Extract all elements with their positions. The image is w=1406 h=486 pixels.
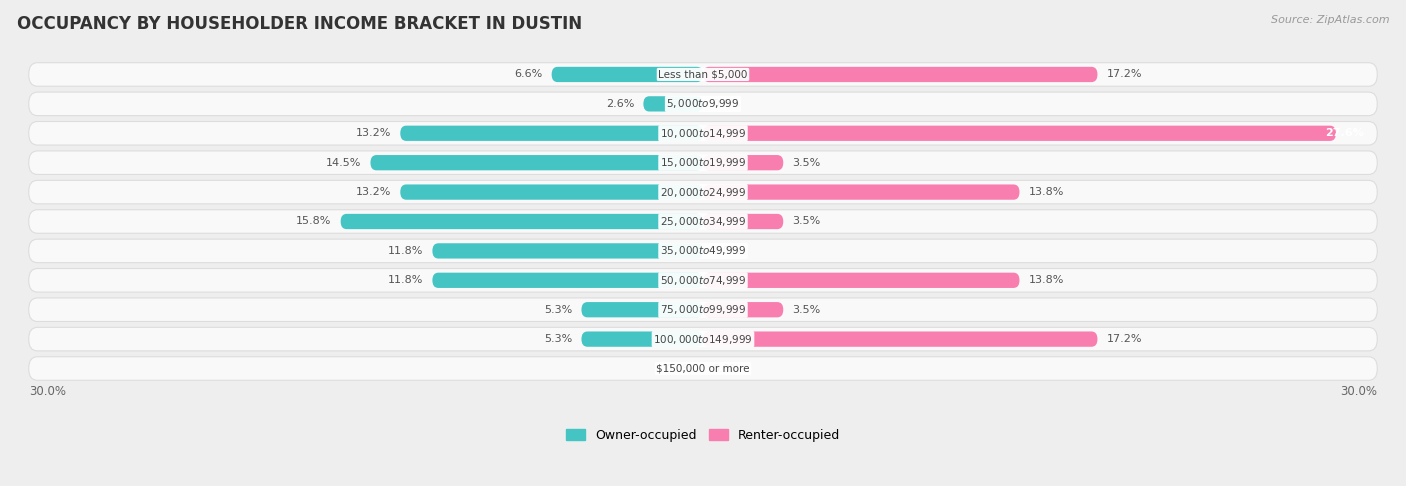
FancyBboxPatch shape [401,126,703,141]
Text: 27.6%: 27.6% [1324,128,1364,139]
FancyBboxPatch shape [28,180,1378,204]
Legend: Owner-occupied, Renter-occupied: Owner-occupied, Renter-occupied [561,424,845,447]
FancyBboxPatch shape [28,92,1378,116]
FancyBboxPatch shape [582,331,703,347]
Text: $35,000 to $49,999: $35,000 to $49,999 [659,244,747,258]
Text: 3.5%: 3.5% [793,216,821,226]
Text: $100,000 to $149,999: $100,000 to $149,999 [654,332,752,346]
Text: 3.5%: 3.5% [793,305,821,315]
Text: 15.8%: 15.8% [297,216,332,226]
Text: $25,000 to $34,999: $25,000 to $34,999 [659,215,747,228]
Text: 0.0%: 0.0% [713,246,741,256]
Text: 6.6%: 6.6% [515,69,543,80]
Text: OCCUPANCY BY HOUSEHOLDER INCOME BRACKET IN DUSTIN: OCCUPANCY BY HOUSEHOLDER INCOME BRACKET … [17,15,582,33]
FancyBboxPatch shape [703,67,1098,82]
Text: 11.8%: 11.8% [388,246,423,256]
Text: 3.5%: 3.5% [793,157,821,168]
Text: 30.0%: 30.0% [28,385,66,398]
Text: 11.8%: 11.8% [388,275,423,285]
FancyBboxPatch shape [28,210,1378,233]
Text: $10,000 to $14,999: $10,000 to $14,999 [659,127,747,140]
FancyBboxPatch shape [433,243,703,259]
Text: Source: ZipAtlas.com: Source: ZipAtlas.com [1271,15,1389,25]
FancyBboxPatch shape [28,328,1378,351]
FancyBboxPatch shape [703,214,783,229]
Text: 0.0%: 0.0% [713,99,741,109]
FancyBboxPatch shape [703,302,783,317]
Text: 2.6%: 2.6% [606,99,634,109]
Text: 17.2%: 17.2% [1107,334,1142,344]
Text: $50,000 to $74,999: $50,000 to $74,999 [659,274,747,287]
Text: Less than $5,000: Less than $5,000 [658,69,748,80]
Text: 13.8%: 13.8% [1029,187,1064,197]
FancyBboxPatch shape [644,96,703,111]
FancyBboxPatch shape [28,63,1378,86]
FancyBboxPatch shape [370,155,703,170]
FancyBboxPatch shape [703,155,783,170]
Text: 13.8%: 13.8% [1029,275,1064,285]
Text: $20,000 to $24,999: $20,000 to $24,999 [659,186,747,199]
Text: $150,000 or more: $150,000 or more [657,364,749,374]
Text: 5.3%: 5.3% [544,334,572,344]
FancyBboxPatch shape [703,185,1019,200]
FancyBboxPatch shape [582,302,703,317]
FancyBboxPatch shape [703,331,1098,347]
Text: $15,000 to $19,999: $15,000 to $19,999 [659,156,747,169]
Text: 5.3%: 5.3% [544,305,572,315]
FancyBboxPatch shape [703,126,1336,141]
Text: $5,000 to $9,999: $5,000 to $9,999 [666,97,740,110]
FancyBboxPatch shape [433,273,703,288]
Text: $75,000 to $99,999: $75,000 to $99,999 [659,303,747,316]
Text: 0.0%: 0.0% [713,364,741,374]
Text: 13.2%: 13.2% [356,187,391,197]
FancyBboxPatch shape [28,357,1378,380]
Text: 17.2%: 17.2% [1107,69,1142,80]
FancyBboxPatch shape [551,67,703,82]
Text: 14.5%: 14.5% [326,157,361,168]
FancyBboxPatch shape [28,269,1378,292]
FancyBboxPatch shape [28,151,1378,174]
Text: 0.0%: 0.0% [665,364,693,374]
Text: 30.0%: 30.0% [1340,385,1378,398]
Text: 13.2%: 13.2% [356,128,391,139]
FancyBboxPatch shape [703,273,1019,288]
FancyBboxPatch shape [28,298,1378,321]
FancyBboxPatch shape [28,122,1378,145]
FancyBboxPatch shape [401,185,703,200]
FancyBboxPatch shape [340,214,703,229]
FancyBboxPatch shape [28,239,1378,262]
